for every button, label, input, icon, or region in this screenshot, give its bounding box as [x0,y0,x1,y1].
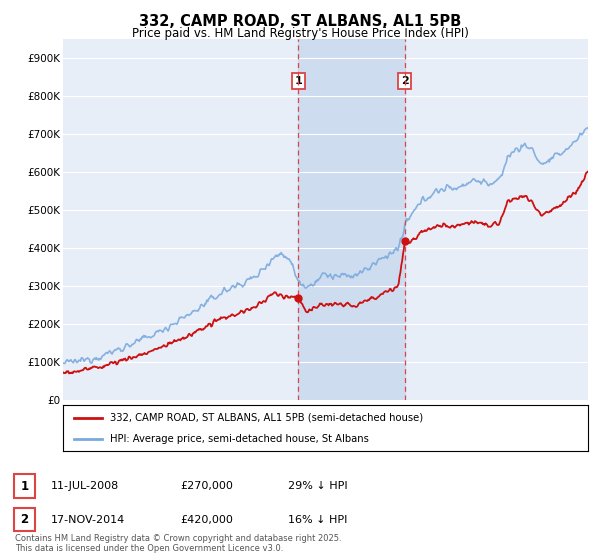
Text: £270,000: £270,000 [180,481,233,491]
Text: £420,000: £420,000 [180,515,233,525]
Text: 17-NOV-2014: 17-NOV-2014 [51,515,125,525]
Text: 332, CAMP ROAD, ST ALBANS, AL1 5PB: 332, CAMP ROAD, ST ALBANS, AL1 5PB [139,14,461,29]
Text: 1: 1 [295,76,302,86]
Text: Contains HM Land Registry data © Crown copyright and database right 2025.
This d: Contains HM Land Registry data © Crown c… [15,534,341,553]
Text: 11-JUL-2008: 11-JUL-2008 [51,481,119,491]
Text: Price paid vs. HM Land Registry's House Price Index (HPI): Price paid vs. HM Land Registry's House … [131,27,469,40]
Text: 2: 2 [401,76,409,86]
Bar [298,39,405,400]
Text: 29% ↓ HPI: 29% ↓ HPI [288,481,347,491]
Text: 16% ↓ HPI: 16% ↓ HPI [288,515,347,525]
Text: 1: 1 [20,479,29,493]
Text: 332, CAMP ROAD, ST ALBANS, AL1 5PB (semi-detached house): 332, CAMP ROAD, ST ALBANS, AL1 5PB (semi… [110,413,424,423]
Text: HPI: Average price, semi-detached house, St Albans: HPI: Average price, semi-detached house,… [110,435,369,444]
Text: 2: 2 [20,513,29,526]
